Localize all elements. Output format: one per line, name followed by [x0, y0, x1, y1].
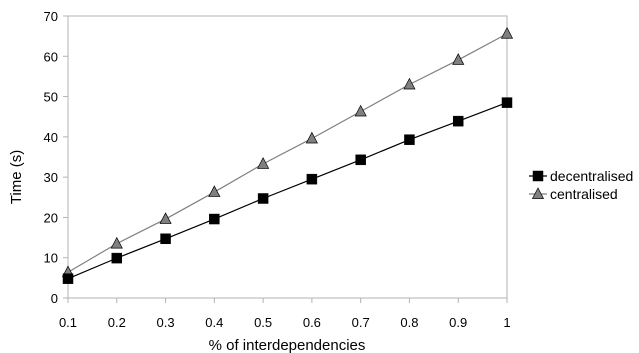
data-point-centralised — [159, 212, 172, 224]
series-centralised — [61, 26, 514, 278]
series-line-decentralised — [67, 102, 508, 280]
y-axis: 0 10 20 30 40 50 60 70 — [44, 9, 68, 306]
series-line-centralised — [67, 33, 508, 273]
x-axis: 0.1 0.2 0.3 0.4 0.5 0.6 0.7 0.8 0.9 1 — [59, 298, 511, 330]
legend-item-decentralised: decentralised — [529, 168, 633, 184]
legend-label: centralised — [550, 186, 618, 202]
series-layer — [61, 26, 514, 284]
data-point-centralised — [208, 185, 221, 197]
y-tick-label: 20 — [44, 210, 58, 225]
y-axis-label: Time (s) — [8, 150, 25, 204]
data-point-decentralised — [209, 213, 220, 225]
x-tick-label: 0.7 — [352, 315, 370, 330]
data-point-decentralised — [404, 134, 415, 145]
x-tick-label: 0.8 — [400, 315, 418, 330]
y-tick-label: 60 — [44, 49, 58, 64]
data-point-decentralised — [111, 252, 123, 264]
legend-item-centralised: centralised — [529, 186, 618, 202]
data-point-centralised — [354, 104, 367, 117]
data-point-centralised — [500, 26, 514, 39]
y-tick-label: 0 — [51, 291, 58, 306]
data-point-centralised — [452, 53, 465, 65]
y-tick-label: 50 — [44, 90, 58, 105]
data-point-centralised — [305, 131, 318, 144]
data-point-centralised — [257, 157, 270, 169]
data-point-decentralised — [62, 273, 74, 284]
x-tick-label: 0.4 — [205, 315, 223, 330]
data-point-decentralised — [160, 233, 171, 245]
series-decentralised — [62, 97, 513, 284]
data-point-decentralised — [257, 193, 269, 204]
data-point-centralised — [403, 77, 416, 90]
x-tick-label: 0.6 — [303, 315, 321, 330]
x-tick-label: 0.9 — [449, 315, 467, 330]
data-point-decentralised — [355, 154, 366, 166]
legend-marker-decentralised — [532, 170, 544, 182]
y-tick-label: 30 — [44, 170, 58, 185]
plot-border — [67, 15, 508, 299]
data-point-decentralised — [306, 173, 318, 185]
legend: decentralised centralised — [529, 168, 633, 202]
data-point-decentralised — [501, 97, 513, 108]
y-tick-label: 10 — [44, 251, 58, 266]
legend-label: decentralised — [550, 168, 633, 184]
plot-area — [67, 15, 508, 299]
data-point-centralised — [110, 236, 123, 249]
x-tick-label: 1 — [503, 315, 510, 330]
x-tick-label: 0.2 — [108, 315, 126, 330]
x-tick-label: 0.1 — [59, 315, 77, 330]
x-tick-label: 0.5 — [254, 315, 272, 330]
x-tick-label: 0.3 — [157, 315, 175, 330]
data-point-decentralised — [452, 115, 464, 127]
legend-marker-centralised — [531, 187, 545, 199]
y-tick-label: 70 — [44, 9, 58, 24]
x-axis-label: % of interdependencies — [209, 337, 366, 353]
y-tick-label: 40 — [44, 130, 58, 145]
